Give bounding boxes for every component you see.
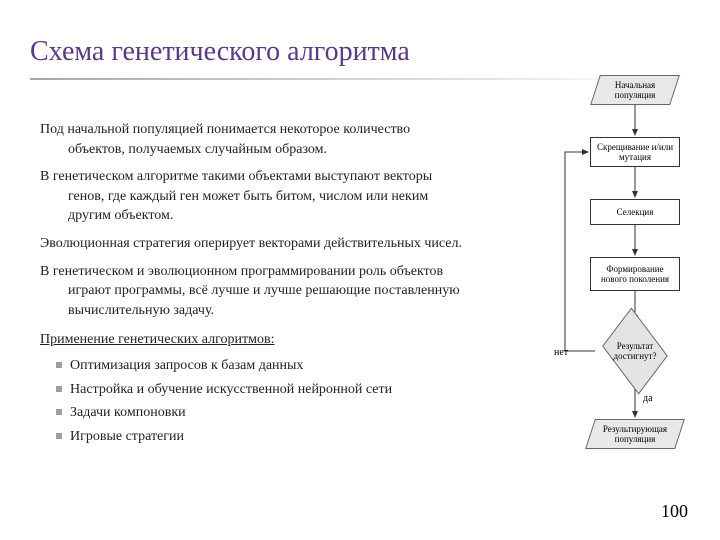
list-item: Игровые стратегии — [56, 427, 470, 447]
list-item: Задачи компоновки — [56, 403, 470, 423]
node-newgen: Формирование нового поколения — [590, 257, 680, 291]
flowchart: Начальная популяция Скрещивание и/или му… — [560, 75, 710, 495]
node-decision-label: Результат достигнут? — [595, 323, 675, 379]
list-item: Оптимизация запросов к базам данных — [56, 356, 470, 376]
node-cross-label: Скрещивание и/или мутация — [595, 142, 675, 163]
node-newgen-label: Формирование нового поколения — [595, 264, 675, 285]
page-number: 100 — [661, 501, 688, 522]
node-select-label: Селекция — [617, 207, 654, 217]
applications-list: Оптимизация запросов к базам данных Наст… — [40, 356, 470, 446]
applications-header: Применение генетических алгоритмов: — [40, 330, 470, 350]
node-start: Начальная популяция — [595, 75, 675, 105]
edge-label-yes: да — [643, 393, 653, 404]
node-result-label: Результирующая популяция — [590, 419, 680, 449]
para-1: Под начальной популяцией понимается неко… — [40, 120, 470, 159]
para-2: В генетическом алгоритме такими объектам… — [40, 167, 470, 226]
para-4: В генетическом и эволюционном программир… — [40, 262, 470, 321]
list-item: Настройка и обучение искусственной нейро… — [56, 380, 470, 400]
node-result: Результирующая популяция — [590, 419, 680, 449]
para-3: Эволюционная стратегия оперирует вектора… — [40, 234, 470, 254]
node-cross: Скрещивание и/или мутация — [590, 137, 680, 167]
node-decision: Результат достигнут? — [595, 323, 675, 379]
slide-title: Схема генетического алгоритма — [30, 36, 690, 68]
node-select: Селекция — [590, 199, 680, 225]
node-start-label: Начальная популяция — [595, 75, 675, 105]
body-text: Под начальной популяцией понимается неко… — [40, 120, 470, 450]
edge-label-no: нет — [554, 347, 568, 358]
